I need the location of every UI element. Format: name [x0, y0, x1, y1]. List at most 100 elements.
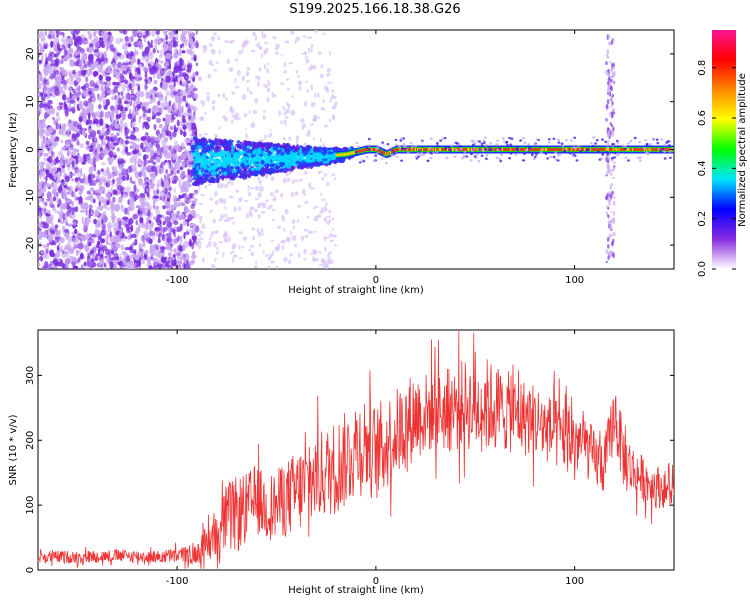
spectrogram-cell: [305, 162, 310, 167]
spectrogram-cell: [185, 231, 190, 236]
spectrogram-cell: [90, 265, 93, 269]
spectrogram-cell: [81, 216, 85, 225]
spectrogram-cell: [235, 85, 240, 89]
spectrogram-cell: [69, 91, 72, 100]
spectrogram-cell: [306, 131, 311, 137]
spectrogram-cell: [610, 192, 613, 197]
spectrogram-cell: [320, 64, 324, 69]
spectrogram-cell: [126, 229, 131, 234]
spectrogram-cell: [199, 241, 202, 245]
spectrogram-cell: [137, 58, 141, 66]
spectrogram-cell: [46, 147, 50, 151]
spectrogram-cell: [127, 260, 131, 265]
spectrogram-cell: [144, 83, 148, 91]
spectrogram-cell: [302, 165, 307, 168]
spectrogram-cell: [166, 236, 173, 243]
spectrogram-cell: [117, 95, 120, 99]
spectrogram-cell: [192, 72, 197, 78]
spectrogram-cell: [60, 220, 65, 224]
spectrogram-cell: [317, 116, 320, 119]
spectrogram-cell: [331, 95, 337, 100]
spectrogram-cell: [105, 207, 111, 211]
spectrogram-cell: [119, 118, 124, 125]
spectrogram-cell: [322, 161, 328, 164]
spectrogram-cell: [607, 127, 610, 131]
spectrogram-cell: [165, 41, 168, 45]
spectrogram-cell: [68, 255, 74, 263]
spectrogram-cell: [236, 168, 241, 174]
spectrogram-cell: [253, 172, 259, 177]
spectrogram-cell: [238, 50, 242, 55]
spectrogram-cell: [304, 100, 308, 107]
spectrogram-cell: [612, 211, 616, 216]
spectrogram-cell: [64, 219, 68, 225]
spectrogram-cell: [69, 147, 76, 151]
spectrogram-cell: [88, 214, 92, 219]
spectrogram-cell: [38, 262, 41, 268]
spectrogram-cell: [75, 71, 81, 79]
spectrogram-cell: [251, 150, 256, 155]
spectrogram-cell: [42, 252, 47, 259]
spectrogram-cell: [237, 117, 242, 121]
spectrogram-cell: [605, 195, 608, 201]
spectrogram-cell: [52, 116, 55, 120]
spectrogram-cell: [72, 160, 75, 168]
spectrogram-cell: [176, 119, 180, 127]
spectrogram-cell: [40, 161, 46, 166]
spectrogram-cell: [96, 80, 99, 85]
spectrogram-cell: [192, 212, 198, 219]
spectrogram-cell: [99, 68, 103, 74]
spectrogram-cell: [186, 122, 192, 130]
spectrogram-cell: [39, 91, 44, 97]
spectrogram-cell: [171, 78, 178, 83]
spectrogram-cell: [80, 264, 84, 269]
spectrogram-cell: [43, 45, 48, 50]
spectrogram-cell: [149, 60, 154, 65]
spectrogram-cell: [254, 97, 259, 104]
spectrogram-cell: [206, 244, 209, 249]
spectrogram-cell: [49, 86, 56, 93]
spectrogram-cell: [121, 176, 127, 181]
spectrogram-cell: [195, 162, 201, 166]
spectrogram-cell: [327, 151, 332, 155]
spectrogram-cell: [172, 104, 177, 109]
spectrogram-cell: [40, 170, 45, 177]
spectrogram-cell: [52, 70, 57, 78]
spectrogram-cell: [77, 141, 80, 146]
spectrogram-cell: [38, 77, 44, 82]
spectrogram-cell: [191, 235, 197, 241]
spectrogram-cell: [51, 188, 57, 195]
spectrogram-cell: [124, 168, 129, 176]
spectrogram-cell: [131, 233, 137, 239]
spectrogram-cell: [187, 213, 193, 221]
spectrogram-cell: [306, 89, 310, 93]
spectrogram-cell: [267, 170, 273, 175]
spectrogram-cell: [607, 244, 610, 249]
spectrogram-cell: [40, 250, 45, 254]
spectrogram-cell: [77, 242, 84, 250]
spectrogram-cell: [198, 215, 204, 220]
spectrogram-cell: [56, 34, 59, 38]
spectrogram-cell: [52, 154, 55, 158]
spectrogram-cell: [135, 219, 138, 226]
spectrogram-cell: [38, 204, 41, 212]
spectrogram-cell: [329, 239, 335, 242]
spectrogram-cell: [62, 182, 68, 186]
spectrogram-cell: [128, 72, 133, 80]
spectrogram-cell: [158, 124, 163, 129]
spectrogram-cell: [135, 138, 141, 142]
spectrogram-cell: [131, 180, 136, 185]
spectrogram-cell: [92, 237, 95, 244]
spectrogram-cell: [210, 165, 216, 168]
spectrogram-cell: [249, 207, 254, 210]
spectrogram-cell: [75, 130, 80, 138]
spectrogram-cell: [607, 88, 610, 94]
spectrogram-cell: [58, 242, 61, 247]
spectrogram-cell: [270, 176, 275, 182]
spectrogram-cell: [110, 244, 114, 249]
spectrogram-cell: [232, 153, 238, 156]
spectrogram-cell: [73, 50, 80, 56]
spectrogram-cell: [62, 194, 68, 199]
spectrogram-cell: [300, 160, 306, 166]
spectrogram-cell: [57, 42, 60, 51]
